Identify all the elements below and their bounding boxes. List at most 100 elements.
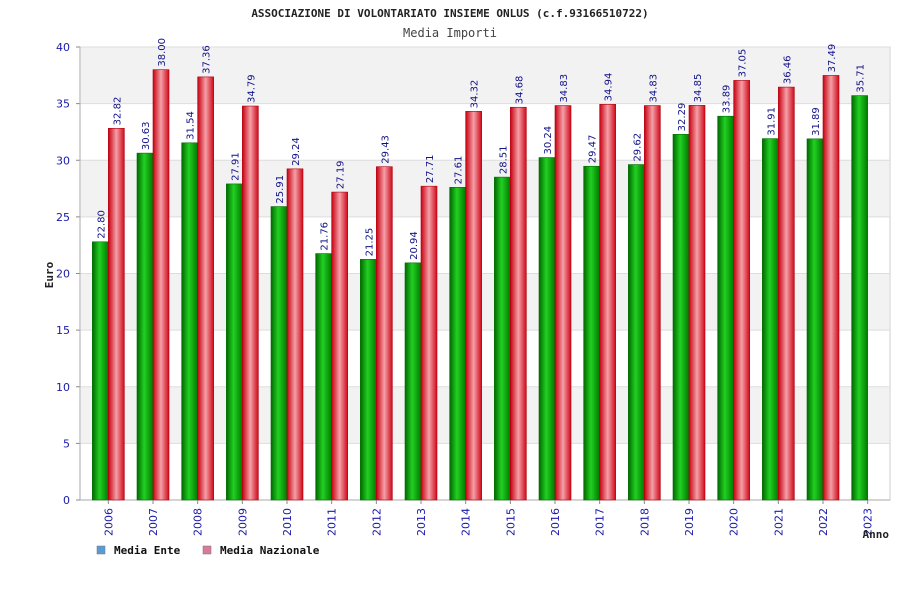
bar-media-ente-2010: [270, 206, 288, 501]
value-label: 27.19: [336, 160, 347, 189]
value-label: 30.63: [141, 121, 152, 150]
bar-media-ente-2016: [538, 157, 556, 501]
y-axis-label: Euro: [43, 261, 56, 288]
legend-swatch: [202, 545, 212, 555]
value-label: 27.61: [454, 156, 465, 185]
value-label: 28.51: [498, 145, 509, 174]
bar-media-ente-2022: [806, 138, 824, 501]
value-label: 34.85: [693, 74, 704, 103]
bar-media-ente-2021: [762, 138, 779, 501]
bar-media-nazionale-2016: [554, 105, 572, 501]
x-tick-label: 2006: [102, 508, 115, 536]
legend-label: Media Ente: [114, 544, 181, 557]
bar-media-nazionale-2017: [599, 104, 616, 501]
y-tick-label: 5: [63, 437, 70, 450]
legend-label: Media Nazionale: [220, 544, 320, 557]
bar-media-ente-2012: [360, 259, 377, 501]
grid-band: [81, 386, 889, 444]
x-tick-label: 2015: [504, 508, 517, 536]
bar-media-ente-2017: [583, 165, 600, 501]
value-label: 29.43: [380, 135, 391, 164]
value-label: 29.47: [588, 135, 599, 164]
bar-media-ente-2011: [315, 253, 332, 501]
grid-band: [81, 273, 889, 331]
y-tick-label: 35: [56, 98, 70, 111]
value-label: 27.71: [425, 155, 436, 184]
bar-media-nazionale-2006: [108, 128, 125, 501]
x-axis-ticks: 2006 2007 2008 2009 2010 2011 2012 2013 2014 2015…: [102, 500, 875, 536]
value-label: 25.91: [275, 175, 286, 204]
bar-media-nazionale-2013: [420, 185, 438, 501]
bar-media-ente-2018: [628, 164, 645, 501]
x-tick-label: 2011: [326, 508, 339, 536]
x-tick-label: 2007: [147, 508, 160, 536]
bar-media-nazionale-2015: [510, 106, 527, 501]
bar-media-ente-2023: [851, 95, 868, 501]
legend-swatch: [96, 545, 106, 555]
chart-title: ASSOCIAZIONE DI VOLONTARIATO INSIEME ONL…: [251, 7, 648, 20]
bar-media-nazionale-2019: [688, 105, 706, 501]
bar-media-nazionale-2014: [465, 111, 482, 501]
bar-media-nazionale-2011: [331, 191, 348, 501]
bar-media-nazionale-2008: [197, 76, 214, 501]
x-axis-label: Anno: [863, 528, 890, 541]
y-tick-label: 20: [56, 268, 70, 281]
bar-media-nazionale-2022: [822, 75, 840, 501]
bar-media-ente-2019: [672, 134, 690, 501]
bar-media-nazionale-2018: [644, 105, 661, 501]
value-label: 34.83: [648, 74, 659, 103]
value-label: 36.46: [782, 55, 793, 84]
value-label: 21.76: [320, 222, 331, 251]
value-label: 30.24: [543, 126, 554, 155]
value-label: 34.79: [246, 74, 257, 103]
x-tick-label: 2020: [728, 508, 741, 536]
bar-media-nazionale-2010: [286, 168, 304, 501]
value-label: 33.89: [722, 85, 733, 114]
bar-media-nazionale-2009: [242, 105, 259, 501]
y-tick-label: 40: [56, 41, 70, 54]
value-label: 34.32: [470, 80, 481, 109]
value-labels: 22.80 32.82 30.63 38.00 31.54 37.36 27.91 34.79…: [96, 38, 866, 260]
x-tick-label: 2008: [192, 508, 205, 536]
value-label: 34.68: [514, 76, 525, 105]
bar-media-ente-2020: [717, 115, 734, 501]
x-tick-label: 2023: [862, 508, 875, 536]
grid-band: [81, 160, 889, 217]
bars-group: [92, 69, 868, 501]
bar-media-ente-2015: [494, 176, 511, 501]
x-tick-label: 2022: [817, 508, 830, 536]
x-tick-label: 2021: [772, 508, 785, 536]
bar-media-nazionale-2020: [733, 80, 750, 501]
value-label: 21.25: [364, 228, 375, 257]
value-label: 34.94: [604, 73, 615, 102]
x-tick-label: 2012: [370, 508, 383, 536]
value-label: 37.36: [202, 45, 213, 74]
value-label: 31.89: [811, 107, 822, 136]
x-tick-label: 2009: [236, 508, 249, 536]
value-label: 29.62: [632, 133, 643, 162]
bar-media-nazionale-2012: [376, 166, 393, 501]
value-label: 35.71: [856, 64, 867, 93]
value-label: 37.05: [738, 49, 749, 78]
x-tick-label: 2019: [683, 508, 696, 536]
bar-media-nazionale-2007: [152, 69, 170, 501]
value-label: 38.00: [157, 38, 168, 67]
bar-media-ente-2013: [404, 262, 422, 501]
bar-media-ente-2009: [226, 183, 243, 501]
value-label: 29.24: [291, 137, 302, 166]
bar-media-ente-2014: [449, 187, 466, 501]
y-tick-label: 10: [56, 381, 70, 394]
x-tick-label: 2014: [460, 508, 473, 536]
x-tick-label: 2013: [415, 508, 428, 536]
y-tick-label: 0: [63, 494, 70, 507]
value-label: 34.83: [559, 74, 570, 103]
value-label: 20.94: [409, 231, 420, 260]
bar-media-ente-2007: [136, 152, 154, 501]
value-label: 32.29: [677, 103, 688, 132]
y-axis-ticks: 0 5 10 15 20 25 30 35 40: [56, 41, 890, 507]
value-label: 31.54: [186, 111, 197, 140]
bar-media-ente-2006: [92, 241, 109, 501]
chart-subtitle: Media Importi: [403, 26, 497, 40]
x-tick-label: 2010: [281, 508, 294, 536]
x-tick-label: 2016: [549, 508, 562, 536]
